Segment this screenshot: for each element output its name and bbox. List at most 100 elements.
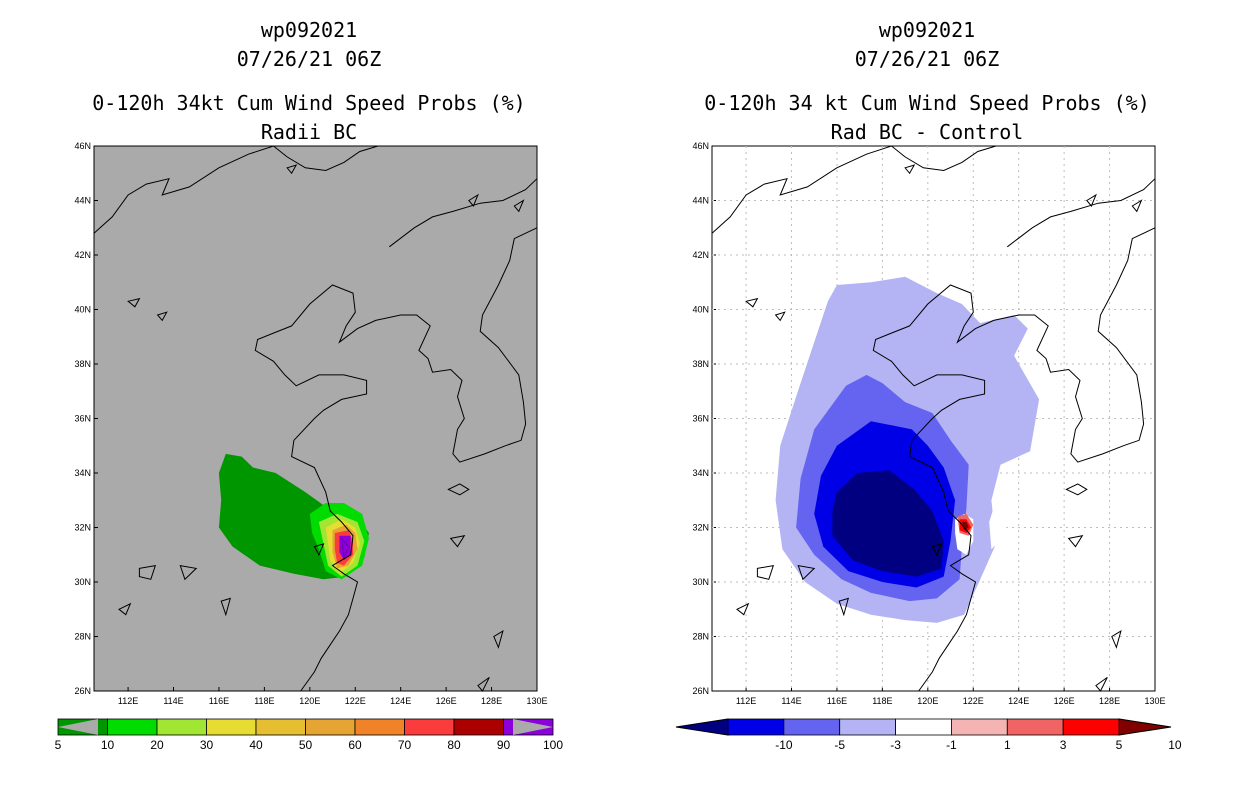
colorbar-label: 100	[543, 738, 563, 752]
colorbar-label: 5	[55, 738, 62, 752]
y-tick-label: 28N	[692, 632, 709, 642]
left-island-1	[126, 297, 141, 308]
x-tick-label: 118E	[872, 696, 892, 706]
right-island-6	[756, 564, 775, 580]
x-tick-label: 124E	[390, 696, 411, 706]
colorbar-swatch	[305, 718, 356, 736]
y-tick-label: 36N	[692, 414, 709, 424]
x-tick-label: 116E	[827, 696, 847, 706]
x-tick-label: 128E	[1099, 696, 1120, 706]
colorbar-high-arrow	[1118, 718, 1172, 736]
left-island-8	[220, 597, 232, 617]
y-tick-label: 42N	[74, 250, 91, 260]
colorbar-label: 80	[447, 738, 461, 752]
y-tick-label: 26N	[74, 686, 91, 696]
x-tick-label: 128E	[481, 696, 502, 706]
colorbar-label: -10	[775, 738, 793, 752]
colorbar-swatch	[107, 718, 158, 736]
right-island-1	[744, 297, 759, 308]
x-tick-label: 118E	[254, 696, 274, 706]
colorbar-swatch	[404, 718, 455, 736]
colorbar-label: 30	[200, 738, 214, 752]
right-island-0	[1065, 483, 1088, 496]
left-island-11	[449, 534, 466, 548]
colorbar-label: -1	[946, 738, 957, 752]
y-tick-label: 46N	[692, 141, 709, 151]
x-tick-label: 122E	[963, 696, 984, 706]
right-island-7	[797, 564, 816, 581]
colorbar-label: 3	[1060, 738, 1067, 752]
left-island-9	[118, 602, 132, 616]
colorbar-swatch	[206, 718, 257, 736]
colorbar-label: 70	[398, 738, 412, 752]
y-tick-label: 46N	[74, 141, 91, 151]
left-chart-panel: wp092021 07/26/21 06Z 0-120h 34kt Cum Wi…	[55, 18, 564, 752]
colorbar-swatch	[255, 718, 306, 736]
chart-subtitle: Rad BC - Control	[830, 120, 1024, 144]
y-tick-label: 44N	[74, 196, 91, 206]
x-tick-label: 126E	[436, 696, 457, 706]
y-tick-label: 36N	[74, 414, 91, 424]
y-tick-label: 32N	[692, 523, 709, 533]
left-island-7	[179, 564, 198, 581]
left-island-3	[286, 164, 298, 175]
colorbar-swatch	[839, 718, 896, 736]
colorbar-swatch	[1062, 718, 1120, 736]
x-tick-label: 130E	[526, 696, 547, 706]
x-tick-label: 120E	[299, 696, 320, 706]
left-island-13	[477, 676, 490, 692]
right-map-layer: 26N 28N 30N 32N 34N 36N 38N 40N 42N 44N 46N 112E 114…	[675, 141, 1182, 752]
y-tick-label: 26N	[692, 686, 709, 696]
colorbar-label: -3	[890, 738, 901, 752]
right-island-10	[931, 543, 943, 556]
y-tick-label: 32N	[74, 523, 91, 533]
datetime-title: 07/26/21 06Z	[854, 47, 1000, 71]
right-island-9	[736, 602, 750, 616]
colorbar-label: 20	[150, 738, 164, 752]
x-tick-label: 114E	[163, 696, 183, 706]
left-coastline-2	[388, 178, 538, 248]
right-coastline-1	[711, 145, 997, 234]
right-island-13	[1095, 676, 1108, 692]
y-tick-label: 30N	[74, 577, 91, 587]
left-island-0	[447, 483, 470, 496]
y-tick-label: 38N	[74, 359, 91, 369]
chart-subtitle: Radii BC	[260, 120, 358, 144]
colorbar-label: 90	[497, 738, 511, 752]
right-coastline-2	[1006, 178, 1156, 248]
left-coastline-0	[254, 227, 538, 692]
chart-title: 0-120h 34 kt Cum Wind Speed Probs (%)	[704, 91, 1150, 115]
y-tick-label: 40N	[74, 305, 91, 315]
right-island-2	[774, 311, 786, 322]
colorbar-label: 1	[1004, 738, 1011, 752]
y-tick-label: 40N	[692, 305, 709, 315]
right-island-11	[1067, 534, 1084, 548]
colorbar-low-arrow	[675, 718, 729, 736]
left-coastline-1	[93, 145, 379, 234]
x-tick-label: 130E	[1144, 696, 1165, 706]
right-island-12	[1111, 630, 1122, 649]
right-island-3	[904, 164, 916, 175]
colorbar-label: 40	[249, 738, 263, 752]
x-tick-label: 116E	[209, 696, 229, 706]
colorbar-label: -5	[834, 738, 845, 752]
colorbar-swatch	[156, 718, 207, 736]
x-tick-label: 122E	[345, 696, 366, 706]
x-tick-label: 126E	[1054, 696, 1075, 706]
probability-map: 26N 28N 30N 32N 34N 36N 38N 40N 42N 44N 46N 112E 114…	[55, 141, 564, 752]
left-map-layer: 26N 28N 30N 32N 34N 36N 38N 40N 42N 44N 46N 112E 114…	[55, 141, 564, 752]
prob-max-detail	[340, 536, 349, 560]
colorbar-label: 50	[299, 738, 313, 752]
y-tick-label: 30N	[692, 577, 709, 587]
y-tick-label: 34N	[74, 468, 91, 478]
datetime-title: 07/26/21 06Z	[236, 47, 382, 71]
x-tick-label: 124E	[1008, 696, 1029, 706]
diff-zero-region	[927, 276, 935, 285]
colorbar-swatch	[354, 718, 405, 736]
right-coastline-0	[872, 227, 1156, 692]
diff-contour-7	[961, 522, 969, 531]
colorbar-label: 60	[348, 738, 362, 752]
left-island-6	[138, 564, 157, 580]
x-tick-label: 120E	[917, 696, 938, 706]
colorbar-swatch	[727, 718, 785, 736]
